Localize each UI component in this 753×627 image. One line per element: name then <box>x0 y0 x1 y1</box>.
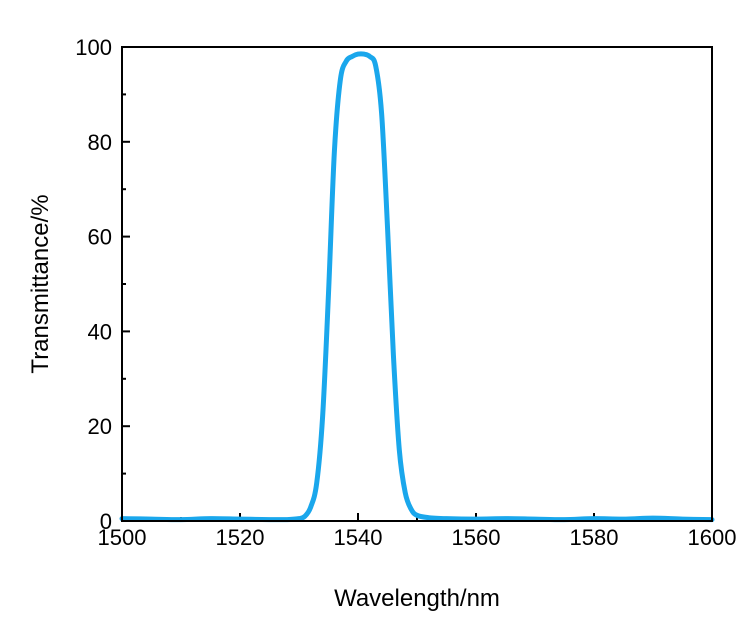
x-tick-label: 1600 <box>688 525 737 550</box>
x-tick-label: 1540 <box>334 525 383 550</box>
plot-frame <box>121 46 713 522</box>
y-axis-title: Transmittance/% <box>27 194 54 373</box>
x-tick-label: 1520 <box>216 525 265 550</box>
y-tick-label: 60 <box>88 225 112 250</box>
y-tick-label: 0 <box>100 509 112 534</box>
x-tick-label: 1560 <box>452 525 501 550</box>
minor-ticks <box>122 93 654 521</box>
y-tick-labels: 0 20 40 60 80 100 <box>75 35 112 534</box>
transmittance-line <box>119 51 715 523</box>
y-tick-label: 100 <box>75 35 112 60</box>
y-tick-label: 20 <box>88 414 112 439</box>
major-ticks <box>121 46 713 522</box>
y-tick-label: 40 <box>88 319 112 344</box>
y-tick-label: 80 <box>88 130 112 155</box>
x-axis-title: Wavelength/nm <box>334 585 500 612</box>
x-tick-labels: 1500 1520 1540 1560 1580 1600 <box>98 525 737 550</box>
x-tick-label: 1580 <box>570 525 619 550</box>
x-tick-label: 1500 <box>98 525 147 550</box>
